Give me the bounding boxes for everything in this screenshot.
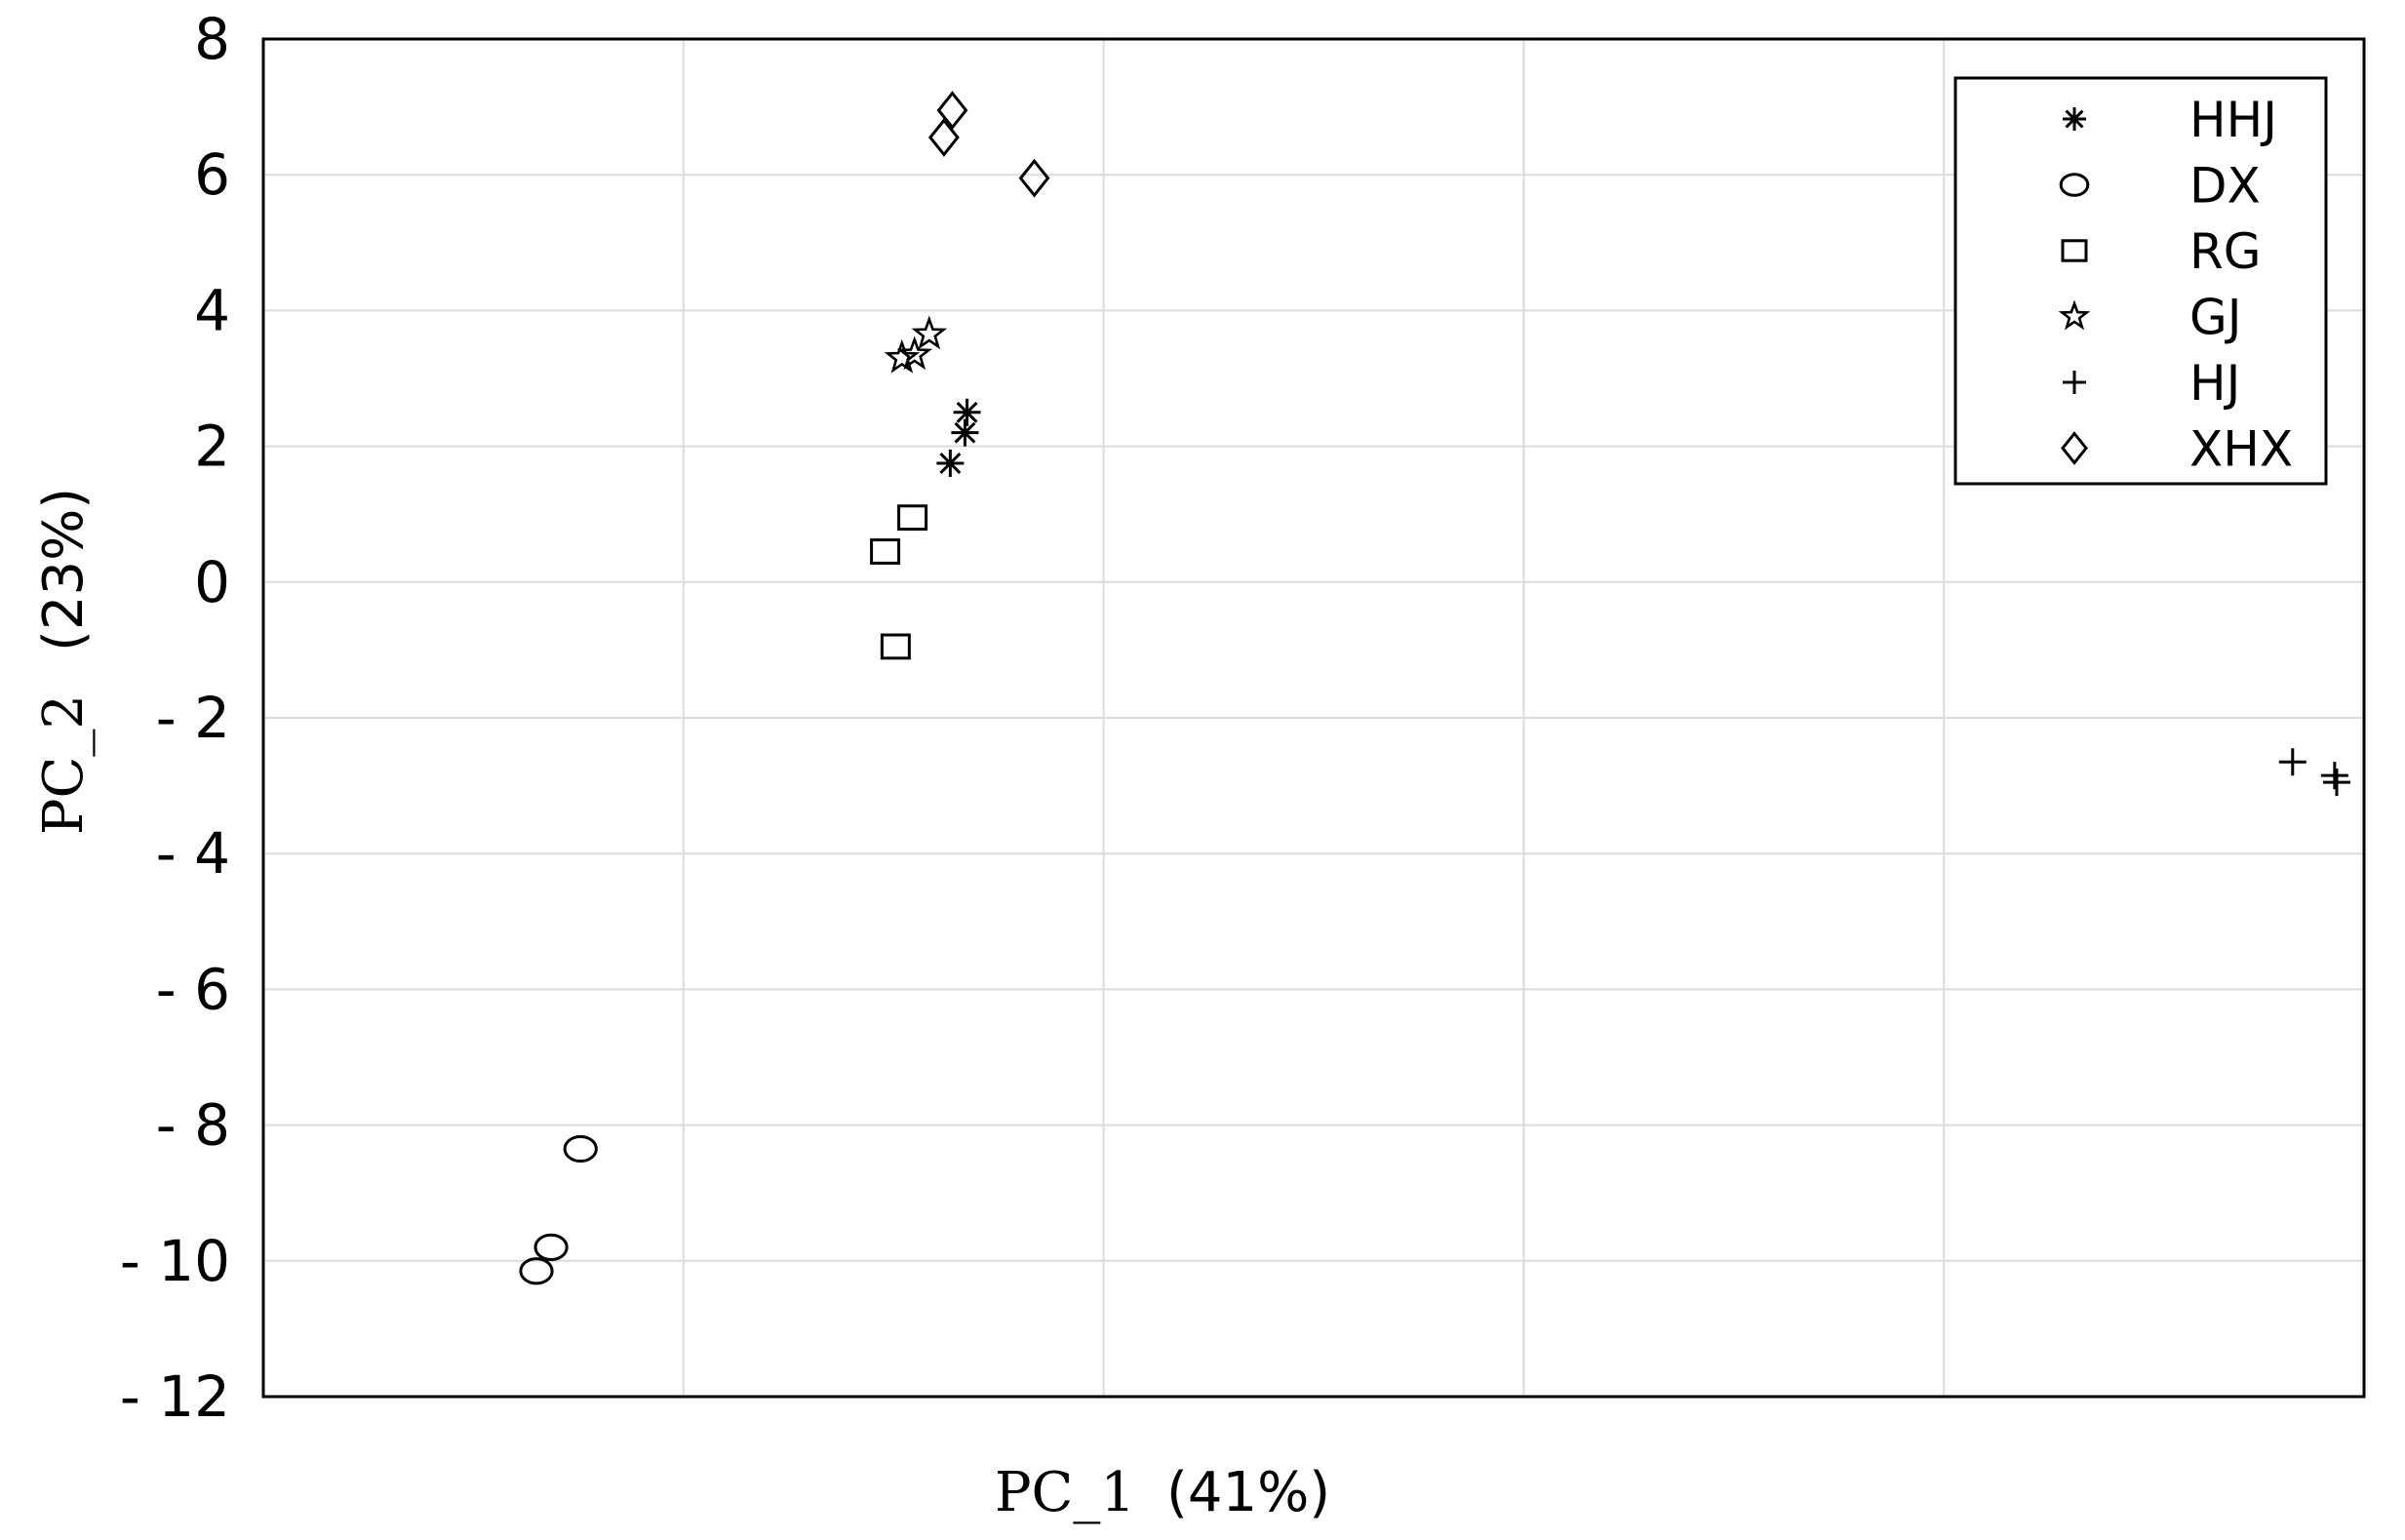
legend-label-hhj: HHJ	[2189, 92, 2277, 148]
legend: HHJ DX RG GJ HJ XHX	[1953, 76, 2328, 486]
plot-area-frame	[261, 37, 2366, 1399]
legend-label-xhx: XHX	[2189, 421, 2293, 478]
grid	[263, 39, 2364, 1397]
legend-label-dx: DX	[2189, 158, 2261, 215]
y-axis-label-main: PC_2	[32, 694, 96, 835]
data-point-hj	[2320, 762, 2348, 790]
legend-label-rg: RG	[2189, 223, 2262, 280]
y-axis-label-percent: (23%)	[32, 488, 96, 652]
y-tick-label: - 10	[120, 1228, 230, 1294]
legend-marker-dx	[2059, 173, 2090, 197]
y-tick-label: - 12	[120, 1363, 230, 1430]
y-tick-label: - 8	[156, 1092, 230, 1159]
data-points	[519, 91, 2350, 1285]
legend-marker-rg	[2061, 239, 2088, 262]
y-tick-label: - 2	[156, 685, 230, 751]
data-point-rg	[880, 633, 911, 660]
legend-box	[1953, 76, 2328, 486]
x-axis-label-main: PC_1	[995, 1461, 1135, 1524]
data-point-rg	[870, 538, 901, 565]
legend-marker-hhj	[2063, 107, 2086, 131]
data-point-hhj	[953, 398, 981, 426]
data-point-rg	[897, 504, 928, 532]
legend-marker-xhx	[2061, 431, 2088, 465]
x-axis-label-percent: (41%)	[1166, 1461, 1330, 1524]
data-point-dx	[533, 1233, 569, 1261]
data-point-hhj	[936, 450, 965, 477]
legend-label-gj: GJ	[2189, 290, 2242, 346]
y-tick-label: - 6	[156, 956, 230, 1022]
data-point-xhx	[1018, 158, 1050, 198]
data-point-gj	[884, 338, 921, 374]
y-tick-label: 0	[194, 549, 230, 615]
data-point-hj	[2278, 748, 2306, 776]
y-tick-label: 4	[194, 277, 230, 343]
y-axis-label: PC_2 (23%)	[32, 488, 96, 835]
legend-marker-hj	[2063, 371, 2086, 394]
y-tick-label: 6	[194, 141, 230, 208]
y-tick-label: 8	[194, 6, 230, 72]
data-point-gj	[911, 315, 948, 350]
data-point-xhx	[936, 91, 968, 130]
legend-marker-gj	[2058, 299, 2091, 331]
data-point-dx	[519, 1257, 554, 1285]
x-axis-label: PC_1 (41%)	[995, 1461, 1330, 1524]
data-point-hhj	[951, 418, 979, 447]
y-tick-label: - 4	[156, 820, 230, 887]
y-tick-label: 2	[194, 414, 230, 480]
data-point-xhx	[927, 118, 960, 157]
legend-label-hj: HJ	[2189, 355, 2240, 412]
data-point-hj	[2322, 769, 2350, 797]
data-point-dx	[563, 1134, 598, 1164]
y-axis-ticks: 8 6 4 2 0 - 2 - 4 - 6 - 8 - 10 - 12	[120, 6, 230, 1430]
